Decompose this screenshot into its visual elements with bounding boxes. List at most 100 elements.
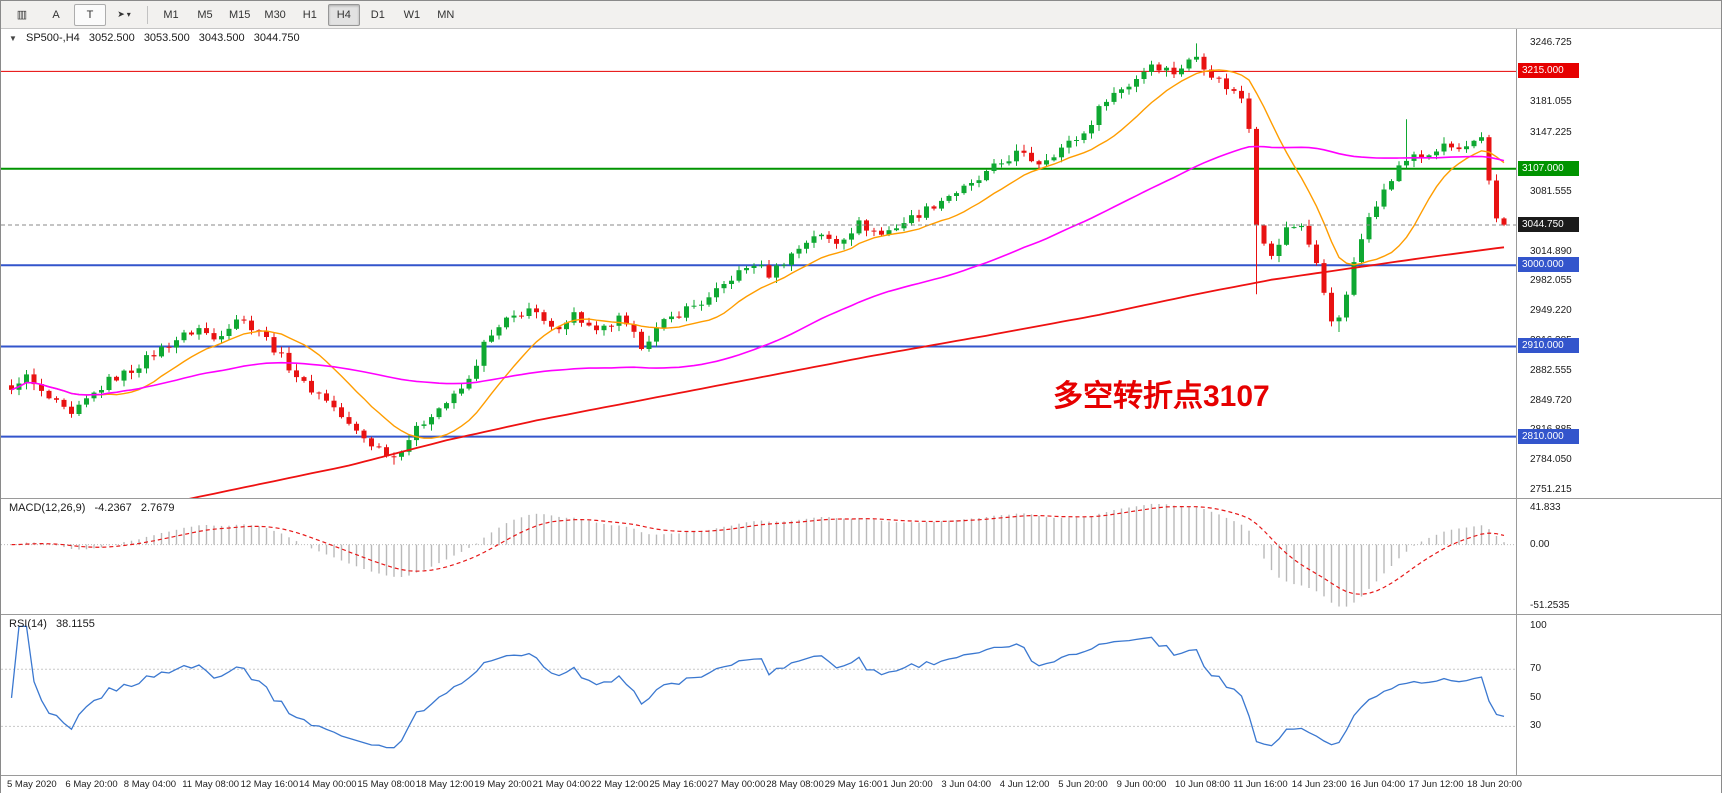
ohlc-high: 3053.500 [143, 32, 190, 44]
time-axis-label: 8 May 04:00 [123, 779, 177, 790]
rsi-axis-label: 100 [1530, 620, 1547, 632]
time-axis-label: 5 Jun 20:00 [1058, 779, 1108, 790]
candles-layer [9, 43, 1507, 465]
dropdown-caret-icon: ▾ [126, 10, 131, 19]
rsi-value: 38.1155 [55, 618, 95, 630]
ma-slow-line [188, 246, 1505, 498]
ma-mid-line [11, 145, 1505, 396]
time-axis-label: 16 Jun 04:00 [1350, 779, 1406, 790]
macd-chart[interactable] [1, 499, 1516, 614]
time-axis-label: 5 May 2020 [7, 779, 57, 790]
time-axis-label: 15 May 08:00 [357, 779, 415, 790]
time-axis-label: 10 Jun 08:00 [1175, 779, 1230, 790]
price-tag: 3107.000 [1518, 160, 1579, 176]
price-tag: 2910.000 [1518, 338, 1579, 354]
ma-fast-line [11, 69, 1505, 439]
time-axis-label: 17 Jun 12:00 [1408, 779, 1464, 790]
main-chart-panel[interactable]: ▼ SP500-,H4 3052.500 3053.500 3043.500 3… [1, 29, 1721, 498]
time-axis-label: 18 Jun 20:00 [1467, 779, 1522, 790]
rsi-axis-label: 50 [1530, 691, 1542, 703]
time-axis-label: 1 Jun 20:00 [883, 779, 933, 790]
macd-axis-label: 41.833 [1530, 502, 1561, 513]
time-axis-label: 22 May 12:00 [591, 779, 649, 790]
time-axis-label: 14 Jun 23:00 [1291, 779, 1347, 790]
timeframe-button-m30[interactable]: M30 [264, 8, 286, 21]
rsi-axis[interactable]: 100 70 50 30 [1516, 615, 1721, 775]
horizontal-lines-layer [1, 70, 1516, 438]
chart-annotation-text[interactable]: 多空转折点3107 [1053, 380, 1270, 413]
time-axis-label: 19 May 20:00 [474, 779, 532, 790]
time-axis-label: 28 May 08:00 [766, 779, 824, 790]
price-axis-label: 2849.720 [1530, 394, 1572, 406]
timeframe-button-m15[interactable]: M15 [229, 8, 251, 21]
moving-averages-layer [11, 69, 1505, 498]
time-axis-label: 11 May 08:00 [182, 779, 240, 790]
toolbar-separator [147, 5, 148, 24]
letter-a-button[interactable]: A [52, 8, 60, 21]
macd-header: MACD(12,26,9) -4.2367 2.7679 [9, 502, 181, 514]
timeframe-button-w1[interactable]: W1 [403, 8, 421, 21]
macd-axis-label: 0.00 [1530, 538, 1550, 550]
chart-header: ▼ SP500-,H4 3052.500 3053.500 3043.500 3… [9, 32, 306, 44]
time-axis-label: 25 May 16:00 [649, 779, 707, 790]
rsi-header: RSI(14) 38.1155 [9, 618, 101, 630]
macd-name-label: MACD(12,26,9) [9, 502, 86, 514]
price-axis-label: 3181.055 [1530, 96, 1572, 107]
time-axis-label: 12 May 16:00 [240, 779, 299, 790]
price-axis-label: 2882.555 [1530, 365, 1572, 377]
chart-grid-icon[interactable]: ▥ [16, 9, 28, 21]
rsi-axis-label: 70 [1530, 663, 1542, 675]
rsi-panel[interactable]: RSI(14) 38.1155 100 70 50 30 [1, 614, 1721, 775]
timeframe-button-h1[interactable]: H1 [302, 8, 317, 21]
rsi-name-label: RSI(14) [9, 618, 47, 630]
macd-main-value: -4.2367 [94, 502, 132, 514]
price-axis[interactable]: 3246.725 3181.055 3147.225 3081.555 3014.890… [1516, 29, 1721, 498]
time-axis-label: 18 May 12:00 [415, 779, 474, 790]
timeframe-button-m1[interactable]: M1 [163, 8, 179, 21]
price-axis-label: 2751.215 [1530, 483, 1572, 495]
timeframe-group: M1 M5 M15 M30 H1 H4 D1 W1 MN [155, 3, 462, 26]
macd-signal-value: 2.7679 [140, 502, 175, 514]
timeframe-button-h4[interactable]: H4 [327, 3, 360, 26]
rsi-line [10, 625, 1505, 749]
price-axis-label: 2784.050 [1530, 454, 1572, 466]
cursor-tool-button[interactable]: ➤ ▾ [108, 4, 140, 26]
price-axis-label: 2982.055 [1530, 275, 1572, 287]
price-axis-label: 3246.725 [1530, 36, 1572, 48]
rsi-chart[interactable] [1, 615, 1516, 775]
time-axis-label: 14 May 00:00 [299, 779, 357, 790]
symbol-timeframe-label: SP500-,H4 [25, 32, 80, 44]
price-tag: 2810.000 [1518, 428, 1579, 444]
price-axis-label: 3147.225 [1530, 126, 1572, 138]
time-axis-label: 21 May 04:00 [532, 779, 591, 790]
price-axis-label: 2949.220 [1530, 305, 1572, 317]
time-axis-label: 29 May 16:00 [824, 779, 883, 790]
macd-axis-label: -51.2535 [1530, 600, 1570, 611]
ohlc-open: 3052.500 [88, 32, 135, 44]
macd-histogram-layer [18, 503, 1505, 607]
cursor-tool-icon: ➤ [117, 9, 125, 19]
price-tag: 3000.000 [1518, 257, 1579, 273]
price-tag: 3215.000 [1518, 63, 1579, 79]
ohlc-low: 3043.500 [198, 32, 245, 44]
macd-axis[interactable]: 41.833 0.00 -51.2535 [1516, 499, 1721, 614]
macd-signal-line [11, 505, 1505, 595]
time-axis-label: 3 Jun 04:00 [941, 779, 992, 790]
ohlc-close: 3044.750 [253, 32, 300, 44]
candlestick-chart[interactable] [1, 29, 1516, 498]
time-axis-label: 9 Jun 00:00 [1116, 779, 1167, 790]
price-axis-label: 3081.555 [1530, 185, 1572, 197]
timeframe-button-m5[interactable]: M5 [197, 8, 213, 21]
time-axis-label: 6 May 20:00 [65, 779, 118, 790]
macd-panel[interactable]: MACD(12,26,9) -4.2367 2.7679 41.833 0.00 -… [1, 498, 1721, 614]
timeframe-button-d1[interactable]: D1 [370, 8, 385, 21]
time-axis[interactable]: 5 May 2020 6 May 20:00 8 May 04:00 11 May 0… [1, 775, 1721, 795]
timeframe-button-mn[interactable]: MN [437, 8, 455, 21]
price-tag: 3044.750 [1518, 216, 1579, 232]
rsi-axis-label: 30 [1530, 720, 1542, 732]
collapse-arrow-icon[interactable]: ▼ [9, 34, 17, 43]
time-axis-label: 27 May 00:00 [707, 779, 766, 790]
text-tool-button[interactable]: T [74, 3, 106, 26]
price-axis-label: 3014.890 [1530, 245, 1572, 257]
